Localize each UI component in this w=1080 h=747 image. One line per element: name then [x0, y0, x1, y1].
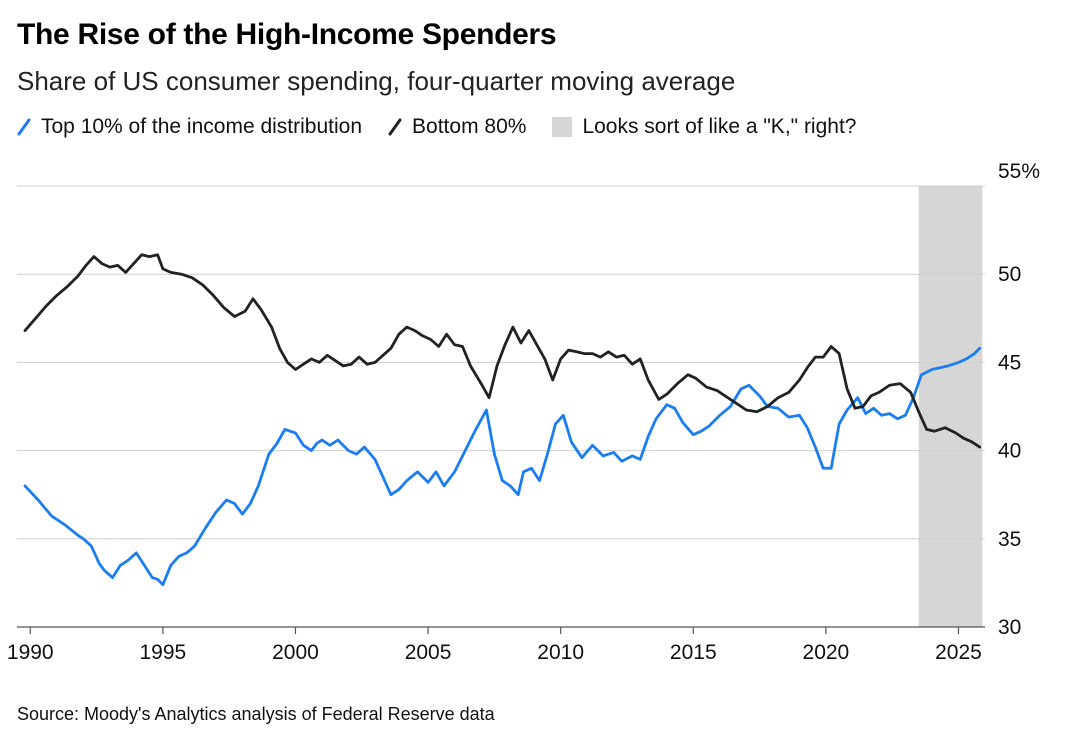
- y-tick-label-30: 30: [998, 616, 1021, 639]
- legend-label-top10: Top 10% of the income distribution: [41, 115, 363, 138]
- legend: Top 10% of the income distribution Botto…: [17, 113, 882, 141]
- y-tick-label-55: 55%: [998, 160, 1040, 183]
- legend-swatch-top10: [17, 118, 31, 136]
- series-line-bottom80: [23, 253, 982, 449]
- x-tick-label-2010: 2010: [537, 641, 584, 664]
- x-tick-label-2025: 2025: [935, 641, 982, 664]
- legend-swatch-shaded: [552, 117, 573, 137]
- x-tick-label-2020: 2020: [803, 641, 850, 664]
- y-tick-label-35: 35: [998, 528, 1021, 551]
- legend-label-shaded: Looks sort of like a "K," right?: [582, 115, 857, 138]
- x-tick-label-1990: 1990: [7, 641, 54, 664]
- legend-item-top10: Top 10% of the income distribution: [17, 115, 362, 139]
- legend-swatch-bottom80: [388, 118, 402, 136]
- x-tick-label-2015: 2015: [670, 641, 717, 664]
- chart-subtitle: Share of US consumer spending, four-quar…: [17, 66, 736, 96]
- shaded-region: [918, 186, 983, 627]
- series-line-top10: [23, 346, 982, 587]
- legend-label-bottom80: Bottom 80%: [412, 115, 527, 138]
- legend-item-shaded: Looks sort of like a "K," right?: [552, 115, 856, 139]
- chart-title: The Rise of the High-Income Spenders: [17, 18, 557, 51]
- x-tick-label-1995: 1995: [140, 641, 187, 664]
- y-tick-label-40: 40: [998, 440, 1021, 463]
- x-tick-label-2000: 2000: [272, 641, 319, 664]
- y-tick-label-45: 45: [998, 351, 1021, 374]
- x-tick-label-2005: 2005: [405, 641, 452, 664]
- source-note: Source: Moody's Analytics analysis of Fe…: [17, 704, 495, 724]
- y-tick-label-50: 50: [998, 263, 1021, 286]
- line-chart: 30 35 40 45 50 55% 1990 1995 2000 2005 2010 2015 202…: [7, 160, 1040, 664]
- legend-item-bottom80: Bottom 80%: [388, 115, 526, 139]
